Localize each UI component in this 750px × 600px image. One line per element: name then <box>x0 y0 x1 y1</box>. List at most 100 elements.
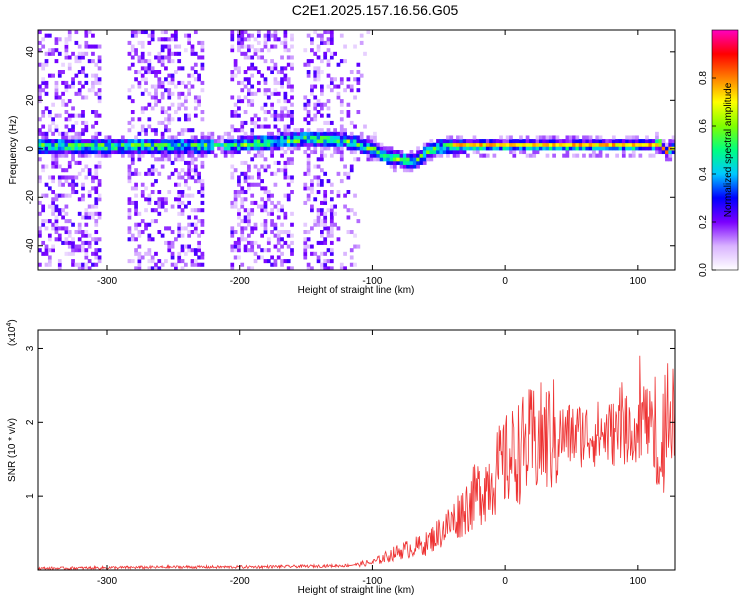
spectrogram-cell <box>558 146 563 151</box>
spectrogram-cell <box>283 33 288 38</box>
spectrogram-cell <box>74 190 79 195</box>
spectrogram-cell <box>200 219 205 224</box>
spectrogram-cell <box>353 193 357 198</box>
spectrogram-cell <box>316 110 321 115</box>
spectrogram-cell <box>389 153 394 158</box>
spectrogram-cell <box>263 157 268 162</box>
spectrogram-cell <box>230 77 235 82</box>
spectrogram-cell <box>535 146 540 151</box>
spectrogram-cell <box>200 110 205 115</box>
spectrogram-cell <box>110 146 115 151</box>
spectrogram-cell <box>54 88 59 93</box>
spectrogram-cell <box>316 139 321 144</box>
spectrogram-cell <box>608 142 613 147</box>
spectrogram-cell <box>87 153 92 158</box>
spectrogram-cell <box>260 179 265 184</box>
spectrogram-cell <box>303 106 308 111</box>
spectrogram-cell <box>313 113 318 118</box>
spectrogram-cell <box>578 142 583 147</box>
spectrogram-cell <box>270 255 274 260</box>
spectrogram-cell <box>306 135 311 140</box>
spectrogram-cell <box>250 175 255 180</box>
spectrogram-cell <box>200 150 205 155</box>
spectrogram-cell <box>220 146 225 151</box>
spectrogram-cell <box>164 153 168 158</box>
spectrogram-cell <box>273 44 278 49</box>
spectrogram-cell <box>247 77 251 82</box>
spectrogram-cell <box>568 135 573 140</box>
spectrogram-cell <box>260 233 265 238</box>
spectrogram-cell <box>41 164 46 169</box>
spectrogram-cell <box>276 200 281 205</box>
spectrogram-cell <box>167 73 172 78</box>
spectrogram-cell <box>353 262 357 267</box>
spectrogram-cell <box>81 153 85 158</box>
spectrogram-cell <box>290 146 294 151</box>
spectrogram-cell <box>240 226 245 231</box>
spectrogram-cell <box>51 248 55 253</box>
spectrogram-cell <box>273 30 278 35</box>
spectrogram-cell <box>671 139 675 144</box>
spectrogram-cell <box>94 150 99 155</box>
spectrogram-cell <box>147 193 152 198</box>
spectrogram-cell <box>167 142 172 147</box>
spectrogram-cell <box>180 102 185 107</box>
spectrogram-cell <box>283 99 288 104</box>
spectrogram-cell <box>336 131 341 136</box>
spectrogram-x-label: Height of straight line (km) <box>298 285 415 296</box>
spectrogram-cell <box>97 211 102 216</box>
spectrogram-cell <box>276 160 281 165</box>
spectrogram-cell <box>61 142 65 147</box>
spectrogram-cell <box>339 131 344 136</box>
spectrogram-cell <box>462 139 467 144</box>
spectrogram-cell <box>406 157 410 162</box>
spectrogram-cell <box>160 153 165 158</box>
spectrogram-cell <box>140 193 145 198</box>
spectrogram-cell <box>154 150 158 155</box>
spectrogram-cell <box>270 44 274 49</box>
spectrogram-cell <box>187 91 192 96</box>
spectrogram-cell <box>77 262 82 267</box>
spectrogram-cell <box>383 146 387 151</box>
spectrogram-cell <box>164 197 168 202</box>
spectrogram-cell <box>310 179 314 184</box>
spectrogram-cell <box>97 95 102 100</box>
spectrogram-cell <box>193 230 198 235</box>
spectrogram-cell <box>303 150 308 155</box>
spectrogram-cell <box>97 80 102 85</box>
spectrogram-cell <box>167 175 172 180</box>
spectrogram-cell <box>286 160 291 165</box>
spectrogram-cell <box>369 139 374 144</box>
spectrogram-cell <box>197 179 201 184</box>
spectrogram-cell <box>177 66 182 71</box>
spectrogram-cell <box>137 153 142 158</box>
spectrogram-cell <box>130 200 135 205</box>
spectrogram-cell <box>137 55 142 60</box>
spectrogram-cell <box>389 146 394 151</box>
spectrogram-cell <box>193 208 198 213</box>
spectrogram-cell <box>230 70 235 75</box>
spectrogram-cell <box>81 128 85 133</box>
spectrogram-cell <box>320 182 324 187</box>
spectrogram-cell <box>137 40 142 45</box>
spectrogram-cell <box>227 150 231 155</box>
spectrogram-cell <box>134 186 138 191</box>
spectrogram-cell <box>266 131 271 136</box>
spectrogram-cell <box>263 200 268 205</box>
spectrogram-cell <box>74 91 79 96</box>
spectrogram-cell <box>306 33 311 38</box>
spectrogram-cell <box>270 59 274 64</box>
spectrogram-cell <box>187 244 192 249</box>
spectrogram-cell <box>313 142 318 147</box>
spectrogram-cell <box>180 146 185 151</box>
spectrogram-cell <box>237 215 241 220</box>
spectrogram-cell <box>64 84 69 89</box>
spectrogram-cell <box>310 186 314 191</box>
spectrogram-cell <box>47 255 52 260</box>
spectrogram-cell <box>81 120 85 125</box>
spectrogram-cell <box>310 204 314 209</box>
spectrogram-cell <box>97 139 102 144</box>
spectrogram-cell <box>359 135 364 140</box>
spectrogram-cell <box>177 255 182 260</box>
spectrogram-cell <box>648 146 653 151</box>
